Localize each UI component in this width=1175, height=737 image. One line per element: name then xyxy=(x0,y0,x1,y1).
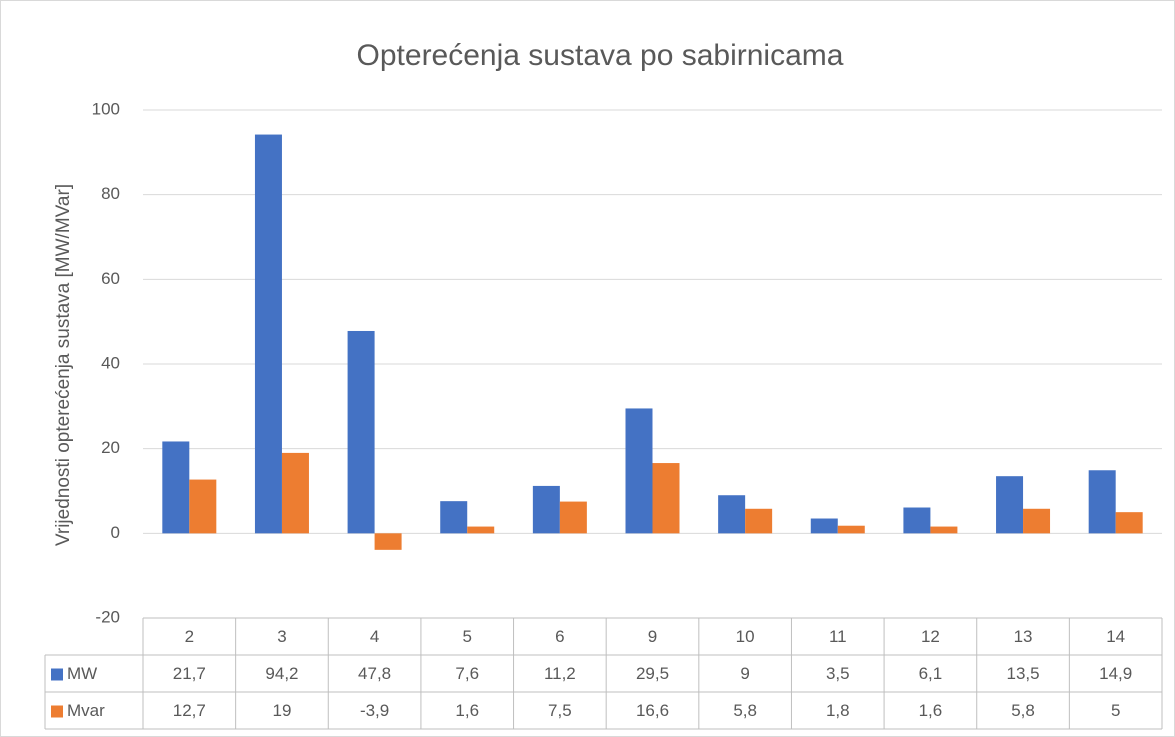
table-value: 12,7 xyxy=(173,701,206,720)
x-tick-label: 4 xyxy=(370,627,379,646)
table-value: 6,1 xyxy=(919,664,943,683)
bar xyxy=(745,508,773,534)
table-value: 47,8 xyxy=(358,664,391,683)
bar xyxy=(718,495,746,534)
y-axis-label: Vrijednosti opterećenja sustava [MW/MVar… xyxy=(53,184,74,546)
table-value: 5,8 xyxy=(733,701,757,720)
chart-title: Opterećenja sustava po sabirnicama xyxy=(357,39,844,72)
legend-label: MW xyxy=(67,664,97,683)
bar xyxy=(374,533,402,550)
bar xyxy=(347,330,375,534)
y-tick-label: 60 xyxy=(101,269,120,288)
x-tick-label: 2 xyxy=(185,627,194,646)
table-value: 21,7 xyxy=(173,664,206,683)
bar xyxy=(996,476,1024,534)
bar xyxy=(652,463,680,534)
bar xyxy=(837,525,865,534)
table-value: 5,8 xyxy=(1011,701,1035,720)
bar xyxy=(559,501,587,534)
table-value: 94,2 xyxy=(265,664,298,683)
table-value: 7,6 xyxy=(455,664,479,683)
legend-swatch xyxy=(51,705,63,718)
y-tick-label: 100 xyxy=(92,99,120,118)
x-tick-label: 10 xyxy=(736,627,755,646)
y-tick-label: 80 xyxy=(101,184,120,203)
table-value: 1,6 xyxy=(919,701,943,720)
table-value: 5 xyxy=(1111,701,1120,720)
table-value: 9 xyxy=(740,664,749,683)
table-value: -3,9 xyxy=(360,701,389,720)
x-tick-label: 13 xyxy=(1014,627,1033,646)
x-tick-label: 14 xyxy=(1106,627,1125,646)
table-value: 19 xyxy=(272,701,291,720)
table-value: 14,9 xyxy=(1099,664,1132,683)
legend-label: Mvar xyxy=(67,701,105,720)
x-tick-label: 6 xyxy=(555,627,564,646)
y-tick-label: 0 xyxy=(111,523,120,542)
bar xyxy=(467,526,495,534)
x-tick-label: 5 xyxy=(462,627,471,646)
bar xyxy=(625,408,653,534)
x-tick-label: 9 xyxy=(648,627,657,646)
bar xyxy=(1115,512,1143,534)
table-value: 7,5 xyxy=(548,701,572,720)
y-tick-label: 20 xyxy=(101,438,120,457)
x-tick-label: 12 xyxy=(921,627,940,646)
y-tick-label: 40 xyxy=(101,353,120,372)
legend-swatch xyxy=(51,668,63,681)
bar xyxy=(281,452,309,534)
x-tick-label: 11 xyxy=(829,627,847,646)
bar xyxy=(930,526,958,534)
bar xyxy=(440,501,468,534)
table-value: 16,6 xyxy=(636,701,669,720)
x-tick-label: 3 xyxy=(277,627,286,646)
table-value: 29,5 xyxy=(636,664,669,683)
table-value: 13,5 xyxy=(1006,664,1039,683)
bar xyxy=(532,485,560,534)
bar xyxy=(189,479,217,534)
bar xyxy=(254,134,282,534)
bar xyxy=(1088,470,1116,534)
bar xyxy=(810,518,838,534)
table-value: 1,6 xyxy=(455,701,479,720)
table-value: 3,5 xyxy=(826,664,850,683)
bar xyxy=(1023,508,1051,534)
bar xyxy=(903,507,931,534)
y-tick-label: -20 xyxy=(95,607,120,626)
table-value: 11,2 xyxy=(544,664,576,683)
bar xyxy=(162,441,190,534)
table-value: 1,8 xyxy=(826,701,850,720)
